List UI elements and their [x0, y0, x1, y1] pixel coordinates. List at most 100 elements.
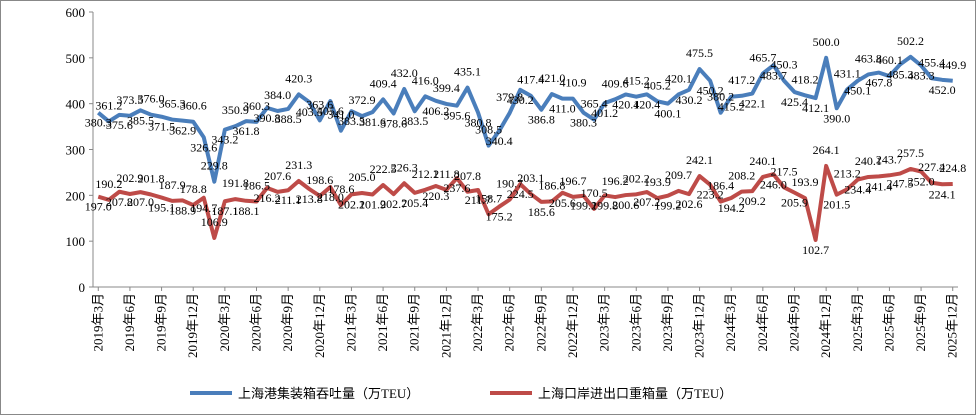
data-label: 341.0 [327, 108, 354, 122]
data-label: 418.2 [792, 72, 819, 86]
data-label: 234.4 [844, 183, 871, 197]
y-tick-label: 400 [66, 97, 86, 112]
data-label: 450.1 [844, 84, 871, 98]
data-label: 361.8 [232, 124, 259, 138]
x-tick-label: 2021年12月 [438, 293, 453, 358]
data-label: 435.1 [454, 65, 481, 79]
data-label: 207.2 [633, 195, 660, 209]
y-tick-label: 600 [66, 5, 86, 20]
data-label: 420.1 [665, 71, 692, 85]
x-tick-label: 2021年3月 [343, 293, 358, 352]
data-label: 415.2 [718, 100, 745, 114]
data-label: 211.8 [433, 167, 460, 181]
data-label: 207.8 [106, 195, 133, 209]
data-label: 385.5 [127, 113, 154, 127]
data-label: 196.2 [602, 174, 629, 188]
data-label: 410.9 [559, 76, 586, 90]
x-tick-label: 2024年12月 [818, 293, 833, 358]
data-label: 452.0 [929, 83, 956, 97]
data-label: 201.9 [359, 197, 386, 211]
data-label: 190.7 [496, 177, 523, 191]
data-label: 376.0 [138, 92, 165, 106]
data-label: 211.7 [465, 193, 492, 207]
data-label: 416.0 [412, 73, 439, 87]
legend-label: 上海港集装箱吞吐量（万TEU） [238, 386, 419, 401]
data-label: 417.4 [517, 73, 544, 87]
data-label: 460.1 [876, 53, 903, 67]
data-label: 425.4 [781, 95, 808, 109]
data-label: 197.0 [85, 200, 112, 214]
data-label: 365.3 [159, 97, 186, 111]
data-label: 485.3 [886, 68, 913, 82]
legend-label: 上海口岸进出口重箱量（万TEU） [538, 386, 732, 401]
data-label: 450.2 [697, 84, 724, 98]
x-tick-label: 2022年6月 [502, 293, 517, 352]
data-label: 196.7 [559, 174, 586, 188]
data-label: 201.8 [138, 172, 165, 186]
data-label: 240.1 [855, 154, 882, 168]
data-label: 409.6 [602, 76, 629, 90]
data-label: 412.1 [802, 101, 829, 115]
data-label: 199.8 [591, 198, 618, 212]
x-tick-label: 2023年12月 [692, 293, 707, 358]
data-label: 421.0 [538, 71, 565, 85]
data-label: 209.7 [665, 168, 692, 182]
x-tick-label: 2019年9月 [154, 293, 169, 352]
data-label: 420.1 [612, 97, 639, 111]
x-tick-label: 2024年9月 [786, 293, 801, 352]
data-label: 229.8 [201, 159, 228, 173]
data-label: 502.2 [897, 34, 924, 48]
data-label: 373.5 [116, 93, 143, 107]
data-label: 380.8 [465, 115, 492, 129]
data-label: 450.3 [770, 58, 797, 72]
data-label: 240.1 [749, 154, 776, 168]
x-tick-label: 2025年9月 [913, 293, 928, 352]
data-label: 218.0 [317, 190, 344, 204]
data-label: 231.3 [285, 158, 312, 172]
data-label: 380.3 [85, 116, 112, 130]
data-label: 205.9 [781, 196, 808, 210]
data-label: 372.9 [348, 93, 375, 107]
data-label: 405.6 [317, 104, 344, 118]
data-label: 205.6 [549, 196, 576, 210]
data-label: 360.3 [243, 99, 270, 113]
y-tick-label: 200 [66, 188, 86, 203]
x-tick-label: 2020年12月 [312, 293, 327, 358]
data-label: 388.5 [275, 112, 302, 126]
data-label: 224.1 [929, 187, 956, 201]
data-label: 395.6 [443, 109, 470, 123]
data-label: 360.6 [180, 99, 207, 113]
data-label: 207.6 [264, 169, 291, 183]
data-label: 186.4 [707, 179, 734, 193]
data-label: 202.1 [338, 197, 365, 211]
data-label: 449.9 [939, 58, 966, 72]
data-label: 202.6 [676, 197, 703, 211]
data-label: 431.1 [834, 66, 861, 80]
data-label: 213.8 [296, 192, 323, 206]
data-label: 257.5 [897, 146, 924, 160]
data-label: 375.6 [106, 118, 133, 132]
y-tick-label: 100 [66, 234, 86, 249]
data-label: 170.5 [581, 186, 608, 200]
data-label: 465.7 [749, 51, 776, 65]
data-label: 205.4 [401, 196, 428, 210]
data-label: 207.8 [454, 169, 481, 183]
data-label: 200.6 [612, 198, 639, 212]
data-label: 201.5 [823, 198, 850, 212]
data-label: 406.2 [422, 104, 449, 118]
data-label: 483.7 [760, 68, 787, 82]
y-tick-label: 0 [79, 280, 86, 295]
x-tick-label: 2022年12月 [565, 293, 580, 358]
data-label: 383.5 [401, 114, 428, 128]
data-label: 186.8 [538, 178, 565, 192]
data-label: 211.1 [275, 193, 302, 207]
data-label: 252.0 [908, 175, 935, 189]
x-tick-label: 2024年3月 [723, 293, 738, 352]
x-tick-label: 2022年9月 [533, 293, 548, 352]
x-tick-label: 2019年6月 [122, 293, 137, 352]
data-label: 222.5 [370, 162, 397, 176]
data-label: 193.9 [644, 175, 671, 189]
series-line [96, 54, 953, 184]
data-label: 190.2 [95, 177, 122, 191]
